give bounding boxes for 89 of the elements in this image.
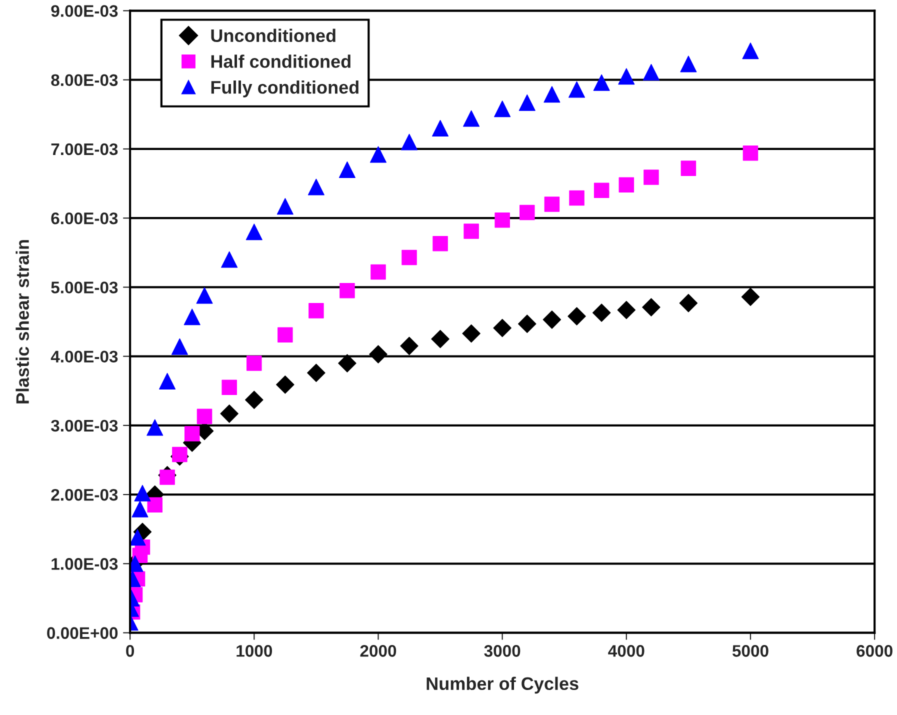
point	[432, 236, 448, 252]
point	[617, 300, 636, 320]
point	[171, 338, 188, 355]
legend-label: Half conditioned	[211, 54, 350, 68]
point	[221, 251, 238, 268]
point	[431, 330, 450, 348]
y-tick-label: 5.00E-03	[51, 282, 118, 294]
point	[402, 250, 417, 266]
point	[680, 56, 697, 72]
point	[520, 204, 535, 220]
point	[370, 146, 387, 163]
point	[568, 307, 586, 326]
x-axis-title: Number of Cycles	[426, 676, 578, 694]
point	[246, 224, 262, 240]
point	[246, 356, 262, 371]
y-tick-label: 6.00E-03	[51, 212, 118, 224]
point	[222, 380, 237, 396]
point	[276, 376, 294, 394]
x-tick-label: 3000	[484, 645, 520, 657]
point	[618, 177, 634, 193]
point	[400, 134, 418, 150]
point	[134, 484, 151, 502]
point	[196, 287, 213, 304]
point	[544, 86, 560, 103]
point	[494, 212, 510, 228]
point	[462, 324, 480, 343]
point	[307, 364, 326, 382]
point	[544, 196, 560, 212]
point	[494, 100, 511, 118]
y-tick-label: 4.00E-03	[50, 350, 118, 363]
y-tick-label: 9.00E-03	[51, 5, 118, 17]
y-tick-label: 0.00E+00	[47, 627, 118, 639]
point	[184, 308, 200, 326]
point	[569, 190, 584, 206]
y-axis-title: Plastic shear strain	[16, 240, 29, 404]
point	[184, 426, 200, 442]
point	[741, 288, 760, 306]
x-tick-label: 1000	[236, 645, 272, 657]
point	[593, 74, 610, 91]
point	[493, 318, 512, 338]
point	[642, 64, 660, 81]
x-tick-label: 2000	[360, 645, 396, 657]
point	[146, 419, 164, 436]
y-tick-label: 3.00E-03	[51, 420, 118, 432]
legend-label: Unconditioned	[211, 28, 336, 42]
point	[308, 303, 324, 318]
point	[592, 304, 611, 322]
point	[464, 224, 479, 239]
point	[370, 264, 386, 280]
point	[594, 182, 610, 198]
point	[642, 298, 660, 316]
point	[276, 198, 294, 215]
point	[742, 145, 758, 161]
legend-label: Fully conditioned	[211, 80, 358, 98]
x-tick-label: 5000	[732, 645, 768, 657]
point	[130, 529, 146, 546]
point	[680, 160, 696, 176]
point	[338, 354, 356, 372]
point	[679, 294, 698, 312]
point	[542, 310, 562, 329]
point	[432, 120, 449, 136]
point	[147, 497, 163, 513]
point	[463, 110, 480, 127]
point	[369, 345, 388, 364]
point	[159, 372, 176, 390]
y-tick-label: 1.00E-03	[52, 558, 118, 570]
point	[338, 161, 356, 178]
point	[245, 390, 264, 409]
point	[400, 336, 418, 356]
x-tick-label: 0	[126, 645, 134, 657]
point	[278, 327, 293, 343]
y-tick-label: 7.00E-03	[51, 143, 118, 156]
point	[742, 42, 759, 60]
x-tick-label: 4000	[608, 645, 644, 657]
point	[196, 408, 212, 424]
y-tick-label: 2.00E-03	[51, 488, 118, 501]
point	[518, 314, 536, 333]
point	[568, 81, 586, 98]
point	[618, 68, 635, 85]
y-tick-label: 8.00E-03	[51, 74, 118, 86]
point	[132, 500, 148, 518]
point	[160, 470, 175, 485]
point	[518, 94, 536, 111]
point	[172, 446, 188, 462]
point	[308, 178, 324, 196]
point	[340, 283, 355, 298]
point	[644, 170, 659, 185]
point	[220, 404, 238, 423]
x-tick-label: 6000	[856, 645, 892, 657]
